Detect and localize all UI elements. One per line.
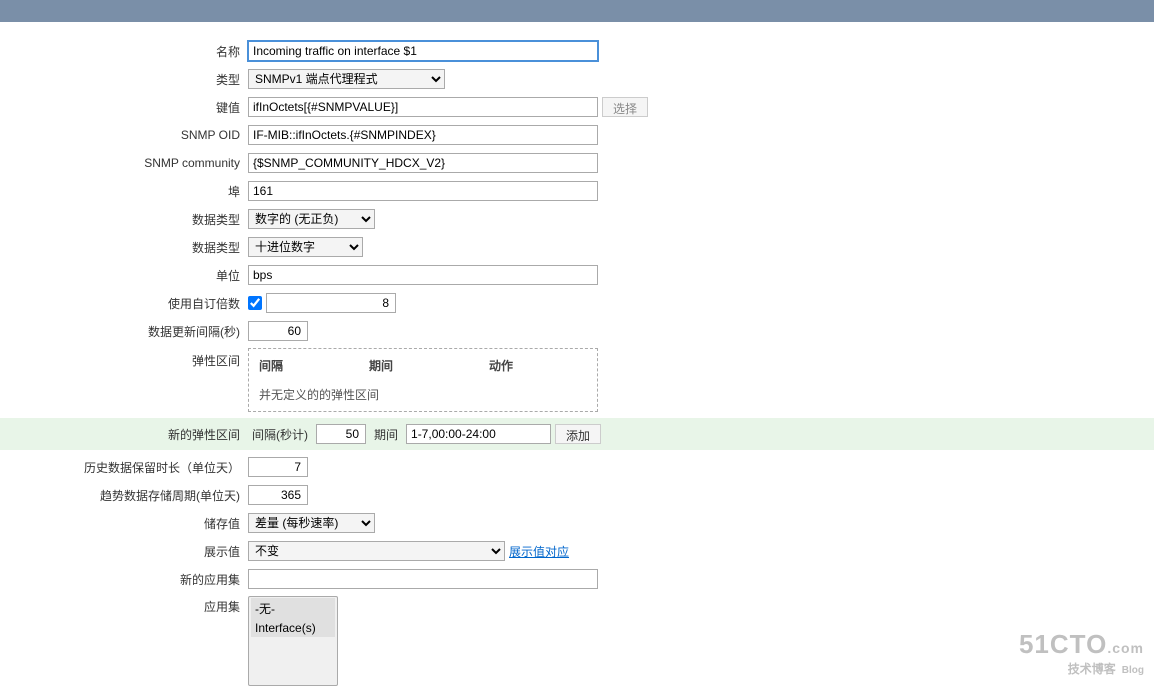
row-new-flex-interval: 新的弹性区间 间隔(秒计) 期间 添加 [0,418,1154,450]
row-history-keep: 历史数据保留时长（单位天） [0,456,1154,478]
label-applications: 应用集 [0,596,248,615]
label-data-type2: 数据类型 [0,239,248,256]
input-snmp-community[interactable] [248,153,598,173]
flex-header-interval: 间隔 [259,357,369,374]
label-flex-intervals: 弹性区间 [0,348,248,369]
label-new-application: 新的应用集 [0,571,248,588]
row-trends-keep: 趋势数据存储周期(单位天) [0,484,1154,506]
input-key[interactable] [248,97,598,117]
input-new-flex-sec[interactable] [316,424,366,444]
label-custom-multiplier: 使用自订倍数 [0,295,248,312]
label-key: 键值 [0,99,248,116]
listbox-applications[interactable]: -无- Interface(s) [248,596,338,686]
input-history-keep[interactable] [248,457,308,477]
application-option-interfaces[interactable]: Interface(s) [251,619,335,637]
flex-intervals-box: 间隔 期间 动作 并无定义的的弹性区间 [248,348,598,412]
input-unit[interactable] [248,265,598,285]
row-data-type1: 数据类型 数字的 (无正负) [0,208,1154,230]
input-name[interactable] [248,41,598,61]
row-name: 名称 [0,40,1154,62]
label-snmp-community: SNMP community [0,156,248,170]
row-flex-intervals: 弹性区间 间隔 期间 动作 并无定义的的弹性区间 [0,348,1154,412]
row-update-interval: 数据更新间隔(秒) [0,320,1154,342]
row-unit: 单位 [0,264,1154,286]
label-new-flex-sec: 间隔(秒计) [252,426,308,443]
label-trends-keep: 趋势数据存储周期(单位天) [0,487,248,504]
input-port[interactable] [248,181,598,201]
input-new-flex-period[interactable] [406,424,551,444]
label-data-type1: 数据类型 [0,211,248,228]
button-select-key[interactable]: 选择 [602,97,648,117]
label-port: 埠 [0,183,248,200]
link-show-value-map[interactable]: 展示值对应 [509,543,569,560]
label-show-value: 展示值 [0,543,248,560]
label-new-flex-interval: 新的弹性区间 [0,426,248,443]
label-update-interval: 数据更新间隔(秒) [0,323,248,340]
checkbox-custom-multiplier[interactable] [248,296,262,310]
flex-intervals-header: 间隔 期间 动作 [259,357,587,374]
select-data-type1[interactable]: 数字的 (无正负) [248,209,375,229]
label-name: 名称 [0,43,248,60]
row-data-type2: 数据类型 十进位数字 [0,236,1154,258]
select-type[interactable]: SNMPv1 端点代理程式 [248,69,445,89]
input-update-interval[interactable] [248,321,308,341]
header-bar [0,0,1154,22]
row-custom-multiplier: 使用自订倍数 [0,292,1154,314]
flex-header-period: 期间 [369,357,489,374]
input-snmp-oid[interactable] [248,125,598,145]
label-store-value: 储存值 [0,515,248,532]
select-store-value[interactable]: 差量 (每秒速率) [248,513,375,533]
form-container: 名称 类型 SNMPv1 端点代理程式 键值 选择 SNMP OID SNMP … [0,22,1154,686]
input-new-application[interactable] [248,569,598,589]
input-trends-keep[interactable] [248,485,308,505]
row-port: 埠 [0,180,1154,202]
label-type: 类型 [0,71,248,88]
row-show-value: 展示值 不变 展示值对应 [0,540,1154,562]
row-type: 类型 SNMPv1 端点代理程式 [0,68,1154,90]
select-show-value[interactable]: 不变 [248,541,505,561]
flex-intervals-empty: 并无定义的的弹性区间 [259,386,587,403]
input-custom-multiplier[interactable] [266,293,396,313]
button-add-flex[interactable]: 添加 [555,424,601,444]
label-unit: 单位 [0,267,248,284]
row-snmp-oid: SNMP OID [0,124,1154,146]
row-snmp-community: SNMP community [0,152,1154,174]
select-data-type2[interactable]: 十进位数字 [248,237,363,257]
row-key: 键值 选择 [0,96,1154,118]
label-snmp-oid: SNMP OID [0,128,248,142]
row-new-application: 新的应用集 [0,568,1154,590]
label-history-keep: 历史数据保留时长（单位天） [0,459,248,476]
row-store-value: 储存值 差量 (每秒速率) [0,512,1154,534]
row-applications: 应用集 -无- Interface(s) [0,596,1154,686]
application-option-none[interactable]: -无- [251,598,335,619]
flex-header-action: 动作 [489,357,513,374]
label-new-flex-period: 期间 [374,426,398,443]
